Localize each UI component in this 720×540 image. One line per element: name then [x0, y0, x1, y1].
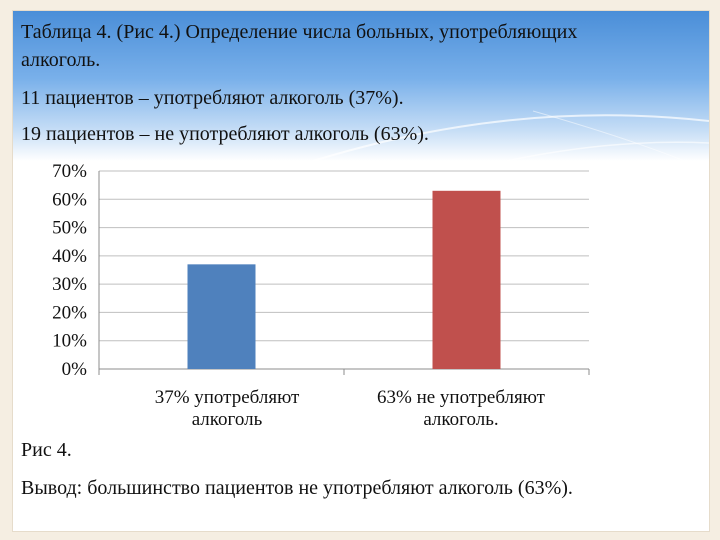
y-tick-label: 50% [52, 218, 87, 239]
slide-title-line2: алкоголь. [21, 49, 101, 71]
users-summary-line: 11 пациентов – употребляют алкоголь (37%… [21, 87, 404, 109]
category-label-nonusers-line1: 63% не употребляют [377, 387, 545, 408]
slide-frame: Таблица 4. (Рис 4.) Определение числа бо… [12, 10, 710, 532]
category-label-users-line2: алкоголь [191, 409, 263, 430]
category-label-users: 37% употребляют алкоголь [117, 387, 337, 431]
conclusion-text: Вывод: большинство пациентов не употребл… [21, 477, 573, 499]
bar-2 [432, 190, 501, 369]
y-tick-label: 10% [52, 331, 87, 352]
category-label-nonusers-line2: алкоголь. [423, 409, 499, 430]
slide-title-line1: Таблица 4. (Рис 4.) Определение числа бо… [21, 21, 578, 43]
nonusers-summary-line: 19 пациентов – не употребляют алкоголь (… [21, 123, 429, 145]
category-label-nonusers: 63% не употребляют алкоголь. [351, 387, 571, 431]
header-swoosh-decoration [312, 110, 709, 180]
y-tick-label: 30% [52, 274, 87, 295]
y-tick-label: 70% [52, 161, 87, 182]
bar-chart: 0% 10% 20% 30% 40% 50% 60% 70% [52, 161, 590, 380]
y-tick-label: 20% [52, 302, 87, 323]
y-tick-label: 60% [52, 189, 87, 210]
bar-1 [187, 264, 256, 369]
figure-label: Рис 4. [21, 439, 72, 461]
y-tick-label: 0% [62, 359, 88, 380]
category-label-users-line1: 37% употребляют [154, 387, 300, 408]
header-band [13, 11, 709, 161]
y-tick-label: 40% [52, 246, 87, 267]
